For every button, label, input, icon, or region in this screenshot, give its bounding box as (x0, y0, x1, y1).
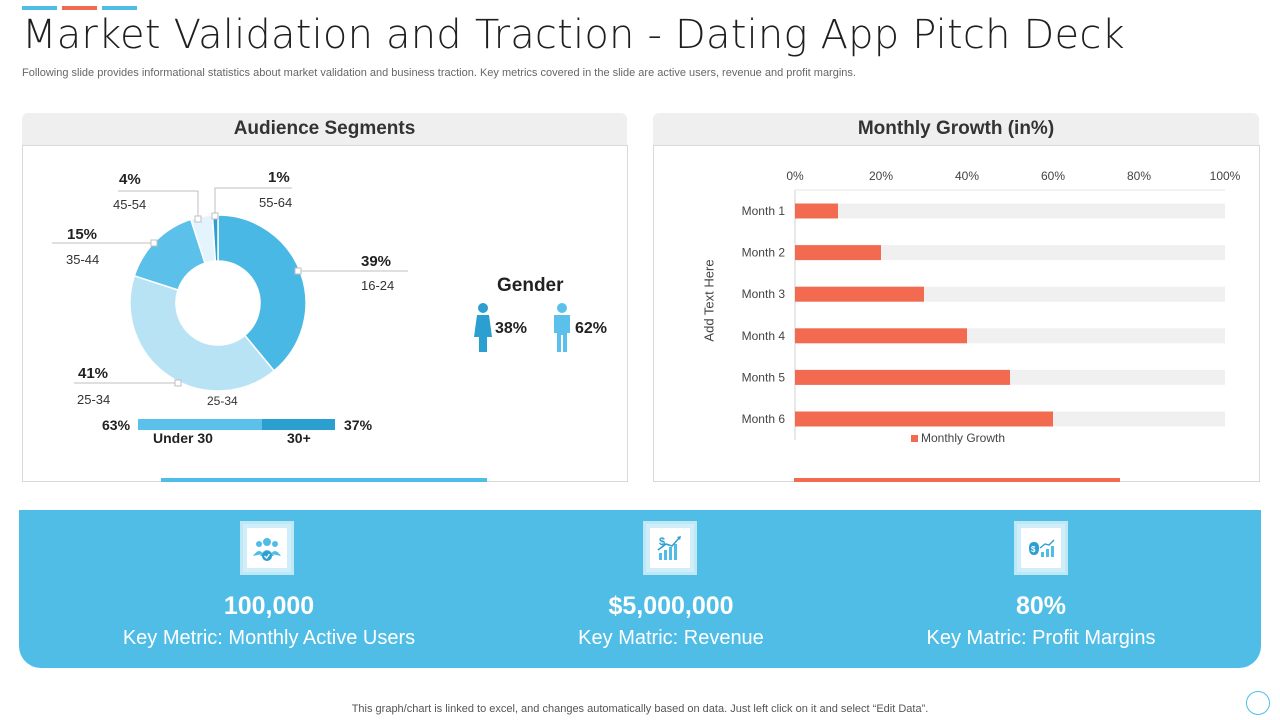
male-pct: 62% (575, 320, 608, 337)
metric-revenue-label: Key Matric: Revenue (578, 627, 764, 649)
growth-panel-accent (794, 478, 1120, 482)
leader-4 (118, 190, 199, 219)
legend-swatch (911, 435, 918, 442)
seg-41-pct: 41% (78, 365, 109, 382)
metric-profit-label: Key Matric: Profit Margins (926, 627, 1156, 649)
users-icon (253, 538, 281, 561)
bar-track (795, 245, 1225, 261)
seg-1-pct: 1% (268, 169, 290, 186)
under30-pct: 63% (102, 417, 131, 433)
page-title: Market Validation and Traction - Dating … (22, 12, 1125, 58)
metric-revenue-icon-box: $ (643, 521, 697, 575)
donut-slice-25-34 (129, 274, 276, 392)
seg-15-pct: 15% (67, 226, 98, 243)
audience-heading: Audience Segments (22, 113, 627, 145)
bar-month-4 (795, 328, 967, 344)
page-subtitle: Following slide provides informational s… (22, 67, 856, 79)
seg-41-label: 25-34 (77, 392, 111, 407)
seg-39-label: 16-24 (361, 278, 395, 293)
accent-bar-blue-2 (102, 6, 137, 10)
y-tick-label: Month 6 (742, 412, 786, 426)
accent-bar-blue (22, 6, 57, 10)
seg-1-label: 55-64 (259, 195, 293, 210)
age-split-bar (138, 419, 335, 430)
accent-bar-orange (62, 6, 97, 10)
seg-15-label: 35-44 (66, 252, 100, 267)
growth-bar-chart: 0% 20% 40% 60% 80% 100% Month 1 Month 2 Month 3 M… (742, 169, 1241, 445)
bar-track (795, 203, 1225, 219)
bar-month-3 (795, 286, 924, 302)
svg-text:$: $ (1031, 545, 1036, 554)
x-tick-label: 80% (1127, 169, 1151, 183)
metric-profit-icon-box: $ (1014, 521, 1068, 575)
age-split-under30-fill (138, 419, 263, 430)
revenue-icon: $ (657, 536, 681, 560)
female-pct: 38% (495, 320, 528, 337)
y-tick-label: Month 2 (742, 246, 786, 260)
metric-users-icon-box (240, 521, 294, 575)
x-tick-label: 20% (869, 169, 893, 183)
bar-month-2 (795, 245, 881, 261)
gender-title: Gender (497, 275, 564, 296)
y-tick-label: Month 4 (742, 329, 786, 343)
under30-label: Under 30 (153, 430, 213, 446)
female-icon (474, 303, 492, 352)
x-tick-label: 100% (1210, 169, 1241, 183)
over30-label: 30+ (287, 430, 311, 446)
over30-pct: 37% (344, 417, 373, 433)
y-tick-label: Month 1 (742, 204, 786, 218)
svg-text:$: $ (659, 536, 665, 548)
x-tick-label: 40% (955, 169, 979, 183)
legend-label: Monthly Growth (921, 431, 1005, 445)
seg-4-label: 45-54 (113, 197, 147, 212)
profit-icon: $ (1029, 539, 1055, 557)
metric-revenue-value: $5,000,000 (608, 592, 734, 620)
footer-note: This graph/chart is linked to excel, and… (351, 703, 929, 715)
y-tick-label: Month 3 (742, 287, 786, 301)
seg-39-pct: 39% (361, 253, 392, 270)
male-icon (554, 303, 570, 352)
x-tick-label: 0% (786, 169, 804, 183)
seg-4-pct: 4% (119, 171, 141, 188)
metric-profit-value: 80% (1015, 592, 1067, 620)
donut-slice-16-24 (217, 214, 307, 372)
bar-month-6 (795, 411, 1053, 427)
leader-1 (214, 187, 292, 216)
audience-donut (52, 187, 408, 392)
corner-circle-icon (1246, 691, 1270, 715)
audience-panel-accent (161, 478, 487, 482)
bar-month-1 (795, 203, 838, 219)
growth-heading: Monthly Growth (in%) (653, 113, 1259, 145)
donut-inner-label: 25-34 (207, 394, 238, 408)
y-tick-label: Month 5 (742, 370, 786, 384)
metric-users-value: 100,000 (223, 592, 315, 620)
x-tick-label: 60% (1041, 169, 1065, 183)
metric-users-label: Key Metric: Monthly Active Users (122, 627, 416, 649)
bar-month-5 (795, 369, 1010, 385)
growth-y-axis-label: Add Text Here (701, 259, 717, 342)
